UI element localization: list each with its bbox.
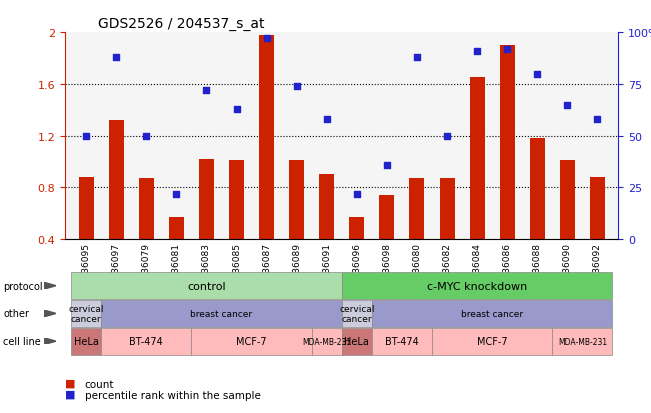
Text: ■: ■: [65, 378, 76, 388]
Bar: [409, 179, 424, 291]
Bar: [139, 179, 154, 291]
Text: cervical
cancer: cervical cancer: [339, 304, 374, 323]
Text: MCF-7: MCF-7: [236, 336, 267, 347]
Text: breast cancer: breast cancer: [461, 309, 523, 318]
Bar: [319, 175, 334, 291]
Bar: [560, 161, 575, 291]
Bar: [590, 178, 605, 291]
Bar: [500, 46, 515, 291]
Polygon shape: [44, 282, 56, 289]
Bar: [199, 159, 214, 291]
Bar: [350, 218, 365, 291]
Polygon shape: [44, 338, 56, 344]
Polygon shape: [44, 311, 56, 317]
Text: BT-474: BT-474: [385, 336, 419, 347]
Point: [141, 133, 152, 140]
Text: percentile rank within the sample: percentile rank within the sample: [85, 390, 260, 400]
Point: [322, 116, 332, 123]
Text: breast cancer: breast cancer: [191, 309, 253, 318]
Bar: [380, 196, 395, 291]
Bar: [469, 78, 484, 291]
Text: cell line: cell line: [3, 336, 41, 347]
Point: [592, 116, 603, 123]
Point: [111, 55, 122, 61]
Point: [411, 55, 422, 61]
Text: BT-474: BT-474: [130, 336, 163, 347]
Point: [262, 36, 272, 43]
Point: [231, 106, 242, 113]
Point: [502, 46, 512, 53]
Text: control: control: [187, 281, 226, 291]
Text: MCF-7: MCF-7: [477, 336, 507, 347]
Point: [171, 191, 182, 197]
Text: GDS2526 / 204537_s_at: GDS2526 / 204537_s_at: [98, 17, 265, 31]
Text: ■: ■: [65, 389, 76, 399]
Text: cervical
cancer: cervical cancer: [68, 304, 104, 323]
Text: count: count: [85, 380, 114, 389]
Point: [532, 71, 542, 78]
Point: [562, 102, 572, 109]
Point: [201, 88, 212, 94]
Point: [381, 162, 392, 169]
Text: HeLa: HeLa: [74, 336, 98, 347]
Text: HeLa: HeLa: [344, 336, 369, 347]
Bar: [79, 178, 94, 291]
Text: other: other: [3, 309, 29, 319]
Text: MDA-MB-231: MDA-MB-231: [302, 337, 352, 346]
Text: c-MYC knockdown: c-MYC knockdown: [427, 281, 527, 291]
Point: [472, 48, 482, 55]
Bar: [169, 218, 184, 291]
Bar: [289, 161, 304, 291]
Bar: [439, 179, 454, 291]
Point: [442, 133, 452, 140]
Point: [81, 133, 91, 140]
Point: [352, 191, 362, 197]
Bar: [530, 139, 545, 291]
Point: [292, 83, 302, 90]
Bar: [229, 161, 244, 291]
Bar: [109, 121, 124, 291]
Text: protocol: protocol: [3, 281, 43, 291]
Bar: [259, 36, 274, 291]
Text: MDA-MB-231: MDA-MB-231: [558, 337, 607, 346]
